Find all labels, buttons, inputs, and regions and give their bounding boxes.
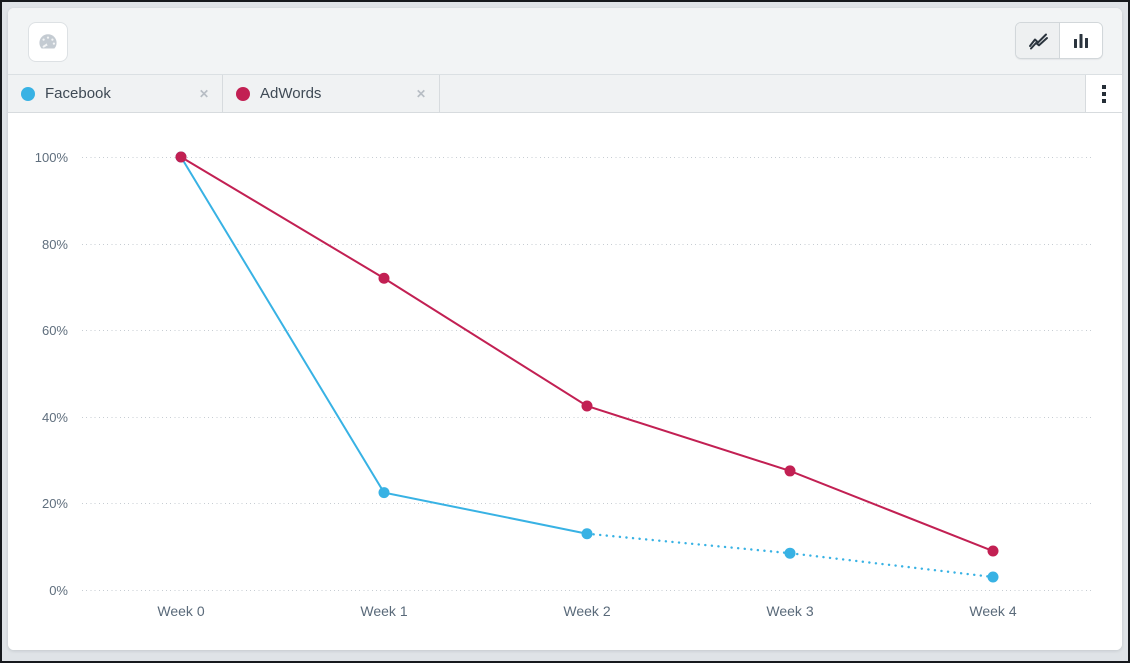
gauge-icon xyxy=(39,34,57,49)
series-tab-bar: Facebook ✕ AdWords ✕ xyxy=(8,75,1122,113)
x-axis-label: Week 3 xyxy=(766,603,813,619)
add-to-dashboard-button[interactable] xyxy=(28,22,68,62)
retention-line-chart: 0% 20% 40% 60% 80% 100% Week 0 Week 1 Week 2 Week… xyxy=(35,150,1092,619)
toolbar xyxy=(8,8,1122,75)
x-axis-label: Week 2 xyxy=(563,603,610,619)
overflow-menu-button[interactable] xyxy=(1085,75,1122,112)
y-axis-tick-label: 0% xyxy=(49,583,68,598)
data-point-adwords-3[interactable] xyxy=(784,465,796,477)
y-axis-tick-label: 80% xyxy=(42,237,68,252)
data-point-adwords-4[interactable] xyxy=(987,545,999,557)
series-tab-label: AdWords xyxy=(260,85,322,102)
kebab-icon xyxy=(1102,91,1106,96)
chart-area: 0% 20% 40% 60% 80% 100% Week 0 Week 1 Week 2 Week… xyxy=(8,113,1122,650)
kebab-icon xyxy=(1102,84,1106,89)
series-line-adwords xyxy=(180,156,994,552)
series-line-facebook xyxy=(180,156,588,535)
close-icon[interactable]: ✕ xyxy=(415,86,426,101)
y-axis-tick-label: 100% xyxy=(35,150,69,165)
y-axis-tick-label: 60% xyxy=(42,323,68,338)
bar-chart-icon xyxy=(1074,33,1088,48)
chart-type-toggle xyxy=(1015,22,1103,59)
bar-chart-toggle-button[interactable] xyxy=(1059,23,1102,58)
report-card: Facebook ✕ AdWords ✕ 0% 20% 40% 60% 80% 100% W… xyxy=(8,8,1122,650)
line-chart-icon xyxy=(1028,33,1048,49)
x-axis-label: Week 1 xyxy=(360,603,407,619)
series-color-dot xyxy=(236,86,250,101)
data-point-adwords-1[interactable] xyxy=(378,272,390,284)
series-color-dot xyxy=(21,86,35,101)
x-axis-label: Week 0 xyxy=(157,603,204,619)
data-point-facebook-4[interactable] xyxy=(987,571,999,583)
tab-bar-filler xyxy=(440,75,1085,112)
y-axis-tick-label: 40% xyxy=(42,410,68,425)
y-axis-tick-label: 20% xyxy=(42,496,68,511)
data-point-facebook-1[interactable] xyxy=(378,487,390,499)
series-tab-label: Facebook xyxy=(45,85,111,102)
kebab-icon xyxy=(1102,98,1106,103)
data-point-facebook-2[interactable] xyxy=(581,528,593,540)
series-tab-facebook[interactable]: Facebook ✕ xyxy=(8,75,223,112)
x-axis-label: Week 4 xyxy=(969,603,1016,619)
data-point-adwords-0[interactable] xyxy=(175,151,187,163)
data-point-adwords-2[interactable] xyxy=(581,400,593,412)
line-chart-toggle-button[interactable] xyxy=(1016,23,1059,58)
series-tab-adwords[interactable]: AdWords ✕ xyxy=(223,75,440,112)
data-point-facebook-3[interactable] xyxy=(784,547,796,559)
close-icon[interactable]: ✕ xyxy=(198,86,209,101)
